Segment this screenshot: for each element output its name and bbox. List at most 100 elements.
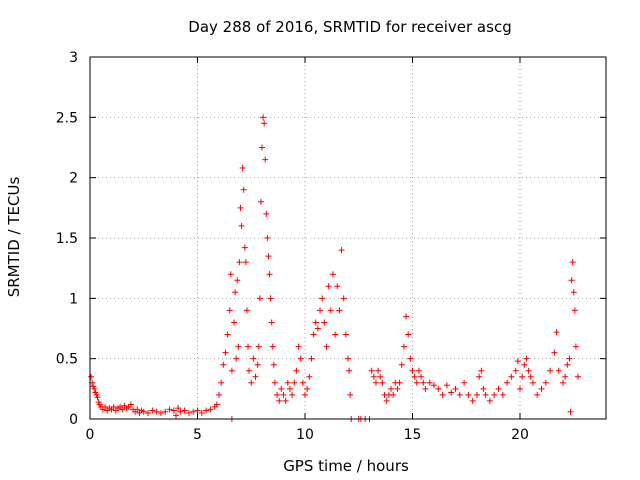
data-point xyxy=(299,379,306,386)
data-point xyxy=(566,355,573,362)
data-point xyxy=(512,367,519,374)
data-point xyxy=(321,319,328,326)
data-point xyxy=(400,343,407,350)
data-point xyxy=(266,271,273,278)
data-point xyxy=(228,367,235,374)
data-point xyxy=(346,367,353,374)
data-point xyxy=(564,361,571,368)
data-point xyxy=(368,367,375,374)
data-point xyxy=(224,331,231,338)
data-point xyxy=(521,361,528,368)
data-point xyxy=(185,409,192,416)
data-point xyxy=(233,355,240,362)
data-point xyxy=(110,403,117,410)
data-point xyxy=(243,307,250,314)
x-tick-label: 15 xyxy=(404,427,422,443)
data-point xyxy=(190,408,197,415)
data-point xyxy=(280,391,287,398)
data-point xyxy=(278,385,285,392)
data-point xyxy=(572,343,579,350)
x-axis-label: GPS time / hours xyxy=(283,457,409,475)
data-point xyxy=(482,391,489,398)
x-tick-label: 5 xyxy=(193,427,202,443)
data-point xyxy=(529,379,536,386)
y-tick-label: 1 xyxy=(69,291,78,307)
data-point xyxy=(405,331,412,338)
data-point xyxy=(431,382,437,389)
data-point xyxy=(332,331,339,338)
data-point xyxy=(284,379,291,386)
data-point xyxy=(336,307,343,314)
data-point xyxy=(319,295,326,302)
data-point xyxy=(304,385,311,392)
data-point xyxy=(390,391,397,398)
data-point xyxy=(145,409,152,416)
data-point xyxy=(476,373,483,380)
data-point xyxy=(293,367,300,374)
data-point xyxy=(181,407,188,414)
data-points xyxy=(88,114,582,422)
data-point xyxy=(491,391,498,398)
data-point xyxy=(256,295,263,302)
data-point xyxy=(263,210,270,217)
data-point xyxy=(527,373,534,380)
data-point xyxy=(486,397,493,404)
data-point xyxy=(411,373,418,380)
x-tick-label: 20 xyxy=(511,427,529,443)
data-point xyxy=(568,277,575,284)
data-point xyxy=(306,373,313,380)
data-point xyxy=(286,385,293,392)
data-point xyxy=(443,382,450,389)
data-point xyxy=(295,343,302,350)
data-point xyxy=(435,385,442,392)
data-point xyxy=(413,379,420,386)
y-tick-label: 2.5 xyxy=(56,110,78,126)
data-point xyxy=(173,412,179,419)
data-point xyxy=(519,373,526,380)
data-point xyxy=(345,355,351,362)
data-point xyxy=(347,391,354,398)
data-point xyxy=(569,259,576,266)
data-point xyxy=(508,373,515,380)
data-point xyxy=(166,406,173,413)
data-point xyxy=(235,343,242,350)
data-point xyxy=(480,385,487,392)
data-point xyxy=(246,367,253,374)
data-point xyxy=(241,244,248,251)
data-point xyxy=(297,355,304,362)
data-point xyxy=(562,373,569,380)
data-point xyxy=(329,271,336,278)
data-point xyxy=(534,391,541,398)
data-point xyxy=(231,319,238,326)
data-point xyxy=(398,361,405,368)
data-point xyxy=(420,379,427,386)
data-point xyxy=(570,289,577,296)
data-point xyxy=(553,329,560,336)
data-point xyxy=(407,355,414,362)
data-point xyxy=(257,198,264,205)
data-point xyxy=(232,289,239,296)
data-point xyxy=(375,367,382,374)
data-point xyxy=(291,379,298,386)
data-point xyxy=(140,408,147,415)
tick-marks xyxy=(89,56,606,420)
data-point xyxy=(216,391,222,398)
data-point xyxy=(388,385,394,392)
data-point xyxy=(222,349,229,356)
data-point xyxy=(415,367,422,374)
data-point xyxy=(325,283,332,290)
data-point xyxy=(379,379,386,386)
data-point xyxy=(269,343,276,350)
data-point xyxy=(157,409,164,416)
data-point xyxy=(314,325,321,332)
data-point xyxy=(465,391,472,398)
data-point xyxy=(461,379,468,386)
data-point xyxy=(245,343,252,350)
data-point xyxy=(271,379,278,386)
data-point xyxy=(517,385,523,392)
data-point xyxy=(270,361,277,368)
data-point xyxy=(334,283,341,290)
data-point xyxy=(252,373,259,380)
data-point xyxy=(439,391,446,398)
